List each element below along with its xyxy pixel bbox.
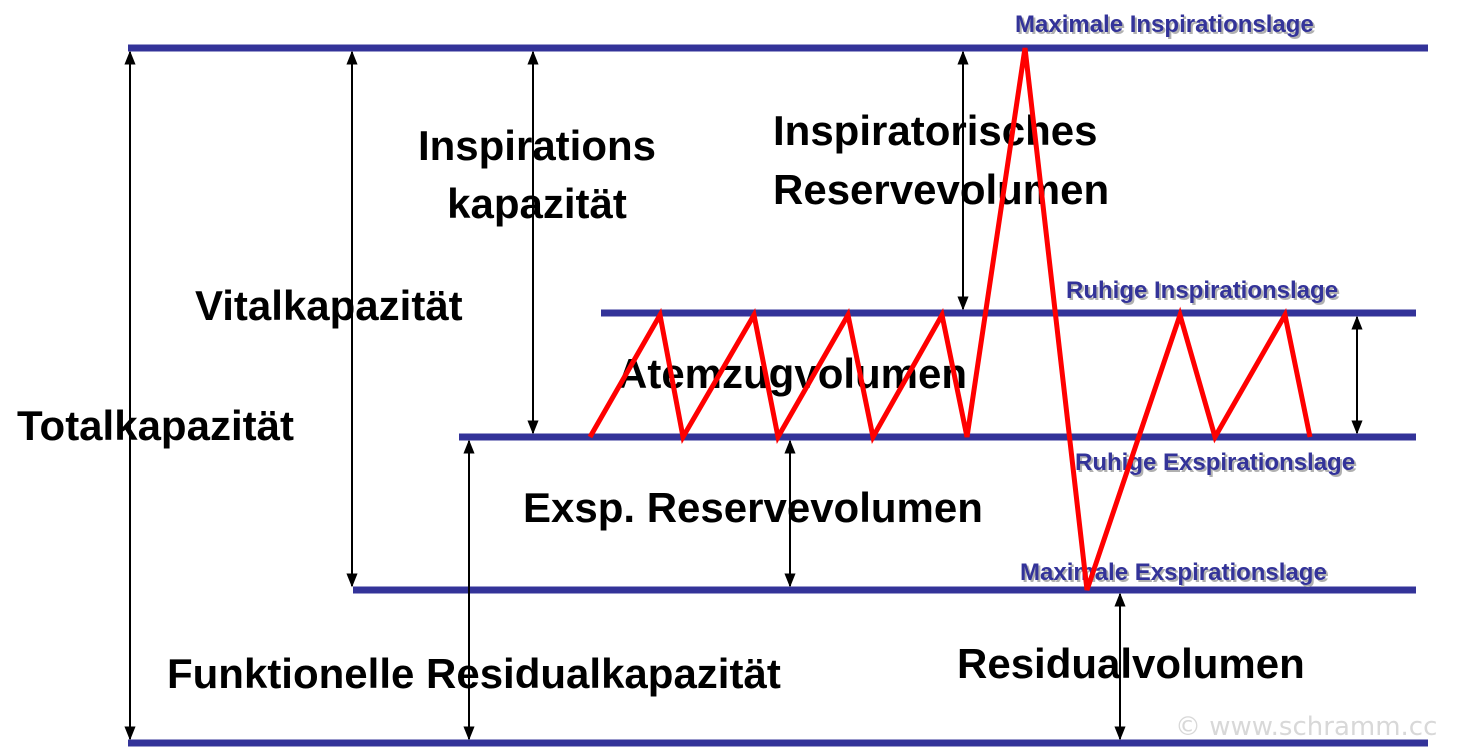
volume-label: Vitalkapazität bbox=[195, 282, 463, 329]
breathing-curve bbox=[587, 47, 1313, 591]
level-label: Maximale Inspirationslage bbox=[1015, 11, 1314, 38]
level-label: Ruhige Exspirationslage bbox=[1075, 449, 1355, 476]
volume-label: kapazität bbox=[447, 180, 627, 227]
volume-label: Reservevolumen bbox=[773, 166, 1109, 213]
volume-label: Residualvolumen bbox=[957, 640, 1305, 687]
level-label: Ruhige Inspirationslage bbox=[1066, 277, 1338, 304]
level-label: Maximale Exspirationslage bbox=[1020, 559, 1327, 586]
volume-label: Funktionelle Residualkapazität bbox=[167, 650, 781, 697]
copyright: © www.schramm.cc bbox=[1175, 712, 1437, 742]
volume-label: Exsp. Reservevolumen bbox=[523, 484, 983, 531]
volume-label: Inspiratorisches bbox=[773, 107, 1097, 154]
volume-label: Totalkapazität bbox=[17, 402, 294, 449]
volume-label: Inspirations bbox=[418, 122, 656, 169]
